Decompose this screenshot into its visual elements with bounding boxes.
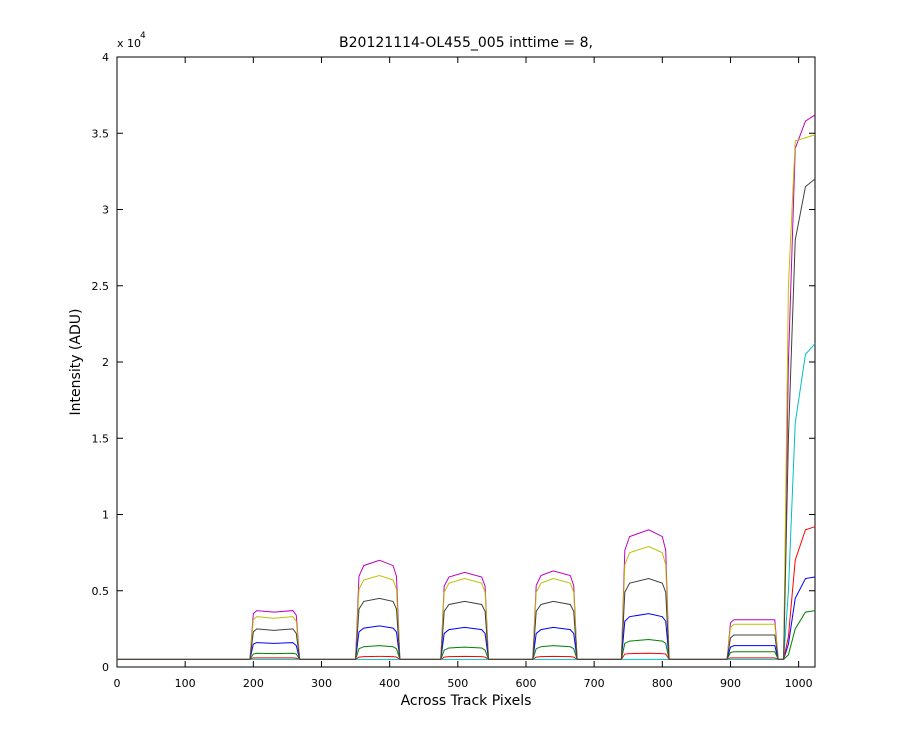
data-line: [117, 178, 816, 660]
y-axis-label: Intensity (ADU): [68, 309, 84, 416]
x-tick-label: 100: [175, 677, 196, 690]
x-tick-label: 1000: [785, 677, 813, 690]
x-tick-label: 200: [243, 677, 264, 690]
y-tick-label: 1.5: [92, 432, 110, 445]
y-multiplier-exponent: 4: [140, 31, 146, 41]
chart-title: B20121114-OL455_005 inttime = 8,: [339, 35, 593, 51]
plot-box: [116, 56, 816, 668]
x-tick-label: 400: [379, 677, 400, 690]
y-tick-label: 1: [102, 509, 109, 522]
x-axis-label: Across Track Pixels: [401, 693, 532, 709]
x-tick-label: 600: [515, 677, 536, 690]
y-tick-label: 0.5: [92, 585, 110, 598]
y-tick-label: 3.5: [92, 127, 110, 140]
y-multiplier: x 10: [117, 37, 141, 50]
x-tick-label: 700: [584, 677, 605, 690]
y-tick-label: 2: [102, 356, 109, 369]
y-tick-label: 4: [102, 51, 109, 64]
y-tick-label: 3: [102, 204, 109, 217]
y-tick-label: 2.5: [92, 280, 110, 293]
x-tick-label: 800: [652, 677, 673, 690]
x-tick-label: 300: [311, 677, 332, 690]
y-tick-label: 0: [102, 661, 109, 674]
x-tick-label: 0: [114, 677, 121, 690]
x-tick-label: 500: [447, 677, 468, 690]
x-tick-label: 900: [720, 677, 741, 690]
